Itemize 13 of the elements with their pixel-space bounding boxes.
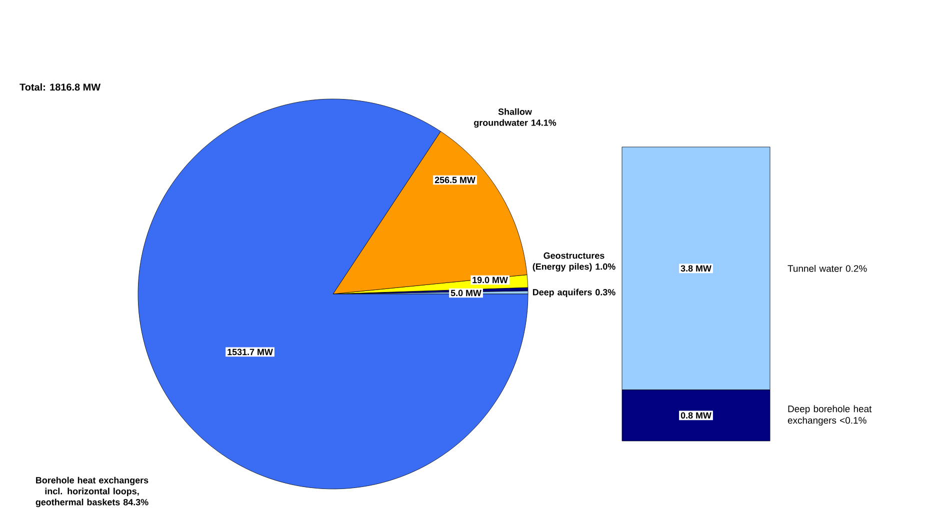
chart-title: Total: 1816.8 MW xyxy=(20,83,101,91)
slice-label: Borehole heat exchangers incl. horizontal loops, geothermal baskets 84.3% xyxy=(36,476,148,508)
data-label: 5.0 MW xyxy=(450,290,482,296)
series-label: Deep borehole heat exchangers <0.1% xyxy=(788,405,872,426)
series-label: Tunnel water 0.2% xyxy=(788,264,867,272)
data-label: 256.5 MW xyxy=(434,176,476,184)
slice-label: Geostructures (Energy piles) 1.0% xyxy=(532,252,616,272)
data-label: 1531.7 MW xyxy=(228,348,273,356)
data-label: 0.8 MW xyxy=(680,412,712,419)
data-label: 19.0 MW xyxy=(472,276,508,284)
slice-label: Shallow groundwater 14.1% xyxy=(474,108,556,128)
data-label: 3.8 MW xyxy=(680,265,712,272)
slice-label: Deep aquifers 0.3% xyxy=(532,288,616,298)
